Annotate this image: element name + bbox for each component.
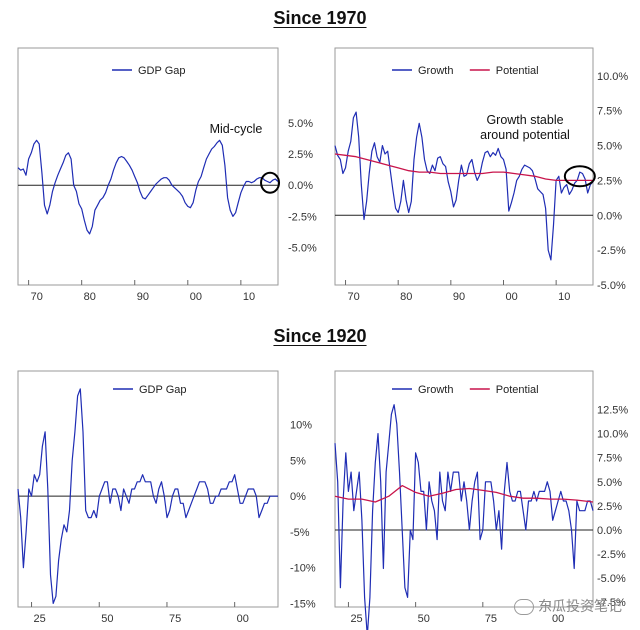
y-tick-label: 10.0% [597, 429, 628, 441]
y-tick-label: -2.5% [597, 245, 626, 257]
chart-frame [334, 47, 594, 286]
y-tick-label: -5% [290, 527, 310, 539]
legend-label: GDP Gap [139, 384, 187, 396]
y-tick-label: 10.0% [597, 71, 628, 83]
legend-label: Potential [496, 65, 539, 77]
x-tick-label: 50 [418, 613, 430, 625]
y-tick-label: -10% [290, 563, 316, 575]
y-tick-label: -5.0% [597, 573, 626, 585]
series-growth [334, 111, 594, 261]
chart-frame [17, 370, 279, 608]
chart-1970-gap: 70 80 90 00 10 5.0% 2.5% 0.0% -2.5% -5.0% GDP Gap M… [17, 47, 317, 303]
x-tick-label: 00 [190, 291, 202, 303]
chart-frame [17, 47, 279, 286]
y-tick-label: -5.0% [288, 243, 317, 255]
y-tick-label: 0% [290, 491, 306, 503]
y-tick-label: 2.5% [597, 501, 622, 513]
series-potential [334, 484, 594, 503]
legend-label: GDP Gap [138, 65, 186, 77]
chart-1920-growth: 25 50 75 00 12.5% 10.0% 7.5% 5.0% 2.5% 0.0% -2.5% -… [334, 370, 628, 630]
y-tick-label: 2.5% [597, 175, 622, 187]
y-tick-label: -2.5% [597, 549, 626, 561]
y-tick-label: 2.5% [288, 149, 313, 161]
y-tick-label: 7.5% [597, 106, 622, 118]
y-tick-label: 5.0% [597, 141, 622, 153]
x-tick-label: 70 [31, 291, 43, 303]
y-tick-label: 0.0% [597, 210, 622, 222]
x-tick-label: 90 [453, 291, 465, 303]
series-potential [334, 153, 593, 182]
y-tick-label: -2.5% [288, 211, 317, 223]
x-tick-label: 80 [400, 291, 412, 303]
x-tick-label: 10 [558, 291, 570, 303]
y-tick-label: -15% [290, 598, 316, 610]
y-tick-label: 7.5% [597, 453, 622, 465]
y-tick-label: 5% [290, 455, 306, 467]
legend-label: Potential [496, 384, 539, 396]
watermark-text: 东瓜投资笔记 [538, 599, 622, 615]
section-title-since-1970: Since 1970 [273, 8, 367, 28]
series-line [17, 139, 279, 235]
y-tick-label: -7.5% [597, 597, 626, 609]
chart-1920-gap: 25 50 75 00 10% 5% 0% -5% -10% -15% GDP Gap [17, 370, 316, 625]
annotation-text: Growth stable [486, 113, 563, 127]
x-tick-label: 80 [84, 291, 96, 303]
x-tick-label: 50 [101, 613, 113, 625]
wechat-icon [514, 599, 534, 615]
x-tick-label: 75 [485, 613, 497, 625]
y-tick-label: 10% [290, 420, 312, 432]
y-tick-label: 0.0% [597, 525, 622, 537]
series-growth [334, 404, 594, 630]
x-tick-label: 00 [237, 613, 249, 625]
section-title-since-1920: Since 1920 [273, 326, 367, 346]
legend-label: Growth [418, 384, 453, 396]
watermark: 东瓜投资笔记 [514, 596, 622, 616]
x-tick-label: 75 [169, 613, 181, 625]
y-tick-label: 12.5% [597, 405, 628, 417]
x-tick-label: 00 [505, 291, 517, 303]
annotation-text: around potential [480, 128, 570, 142]
annotation-text: Mid-cycle [210, 122, 263, 136]
series-line [17, 388, 278, 604]
legend-label: Growth [418, 65, 453, 77]
x-tick-label: 10 [243, 291, 255, 303]
highlight-circle [563, 165, 596, 188]
x-tick-label: 00 [552, 613, 564, 625]
y-tick-label: 5.0% [288, 118, 313, 130]
highlight-circle [260, 171, 281, 194]
y-tick-label: 0.0% [288, 180, 313, 192]
y-tick-label: -5.0% [597, 280, 626, 292]
x-tick-label: 70 [348, 291, 360, 303]
chart-frame [334, 370, 594, 608]
chart-1970-growth: 70 80 90 00 10 10.0% 7.5% 5.0% 2.5% 0.0% -2.5% -5.0… [334, 47, 628, 303]
x-tick-label: 90 [137, 291, 149, 303]
x-tick-label: 25 [34, 613, 46, 625]
x-tick-label: 25 [350, 613, 362, 625]
y-tick-label: 5.0% [597, 477, 622, 489]
